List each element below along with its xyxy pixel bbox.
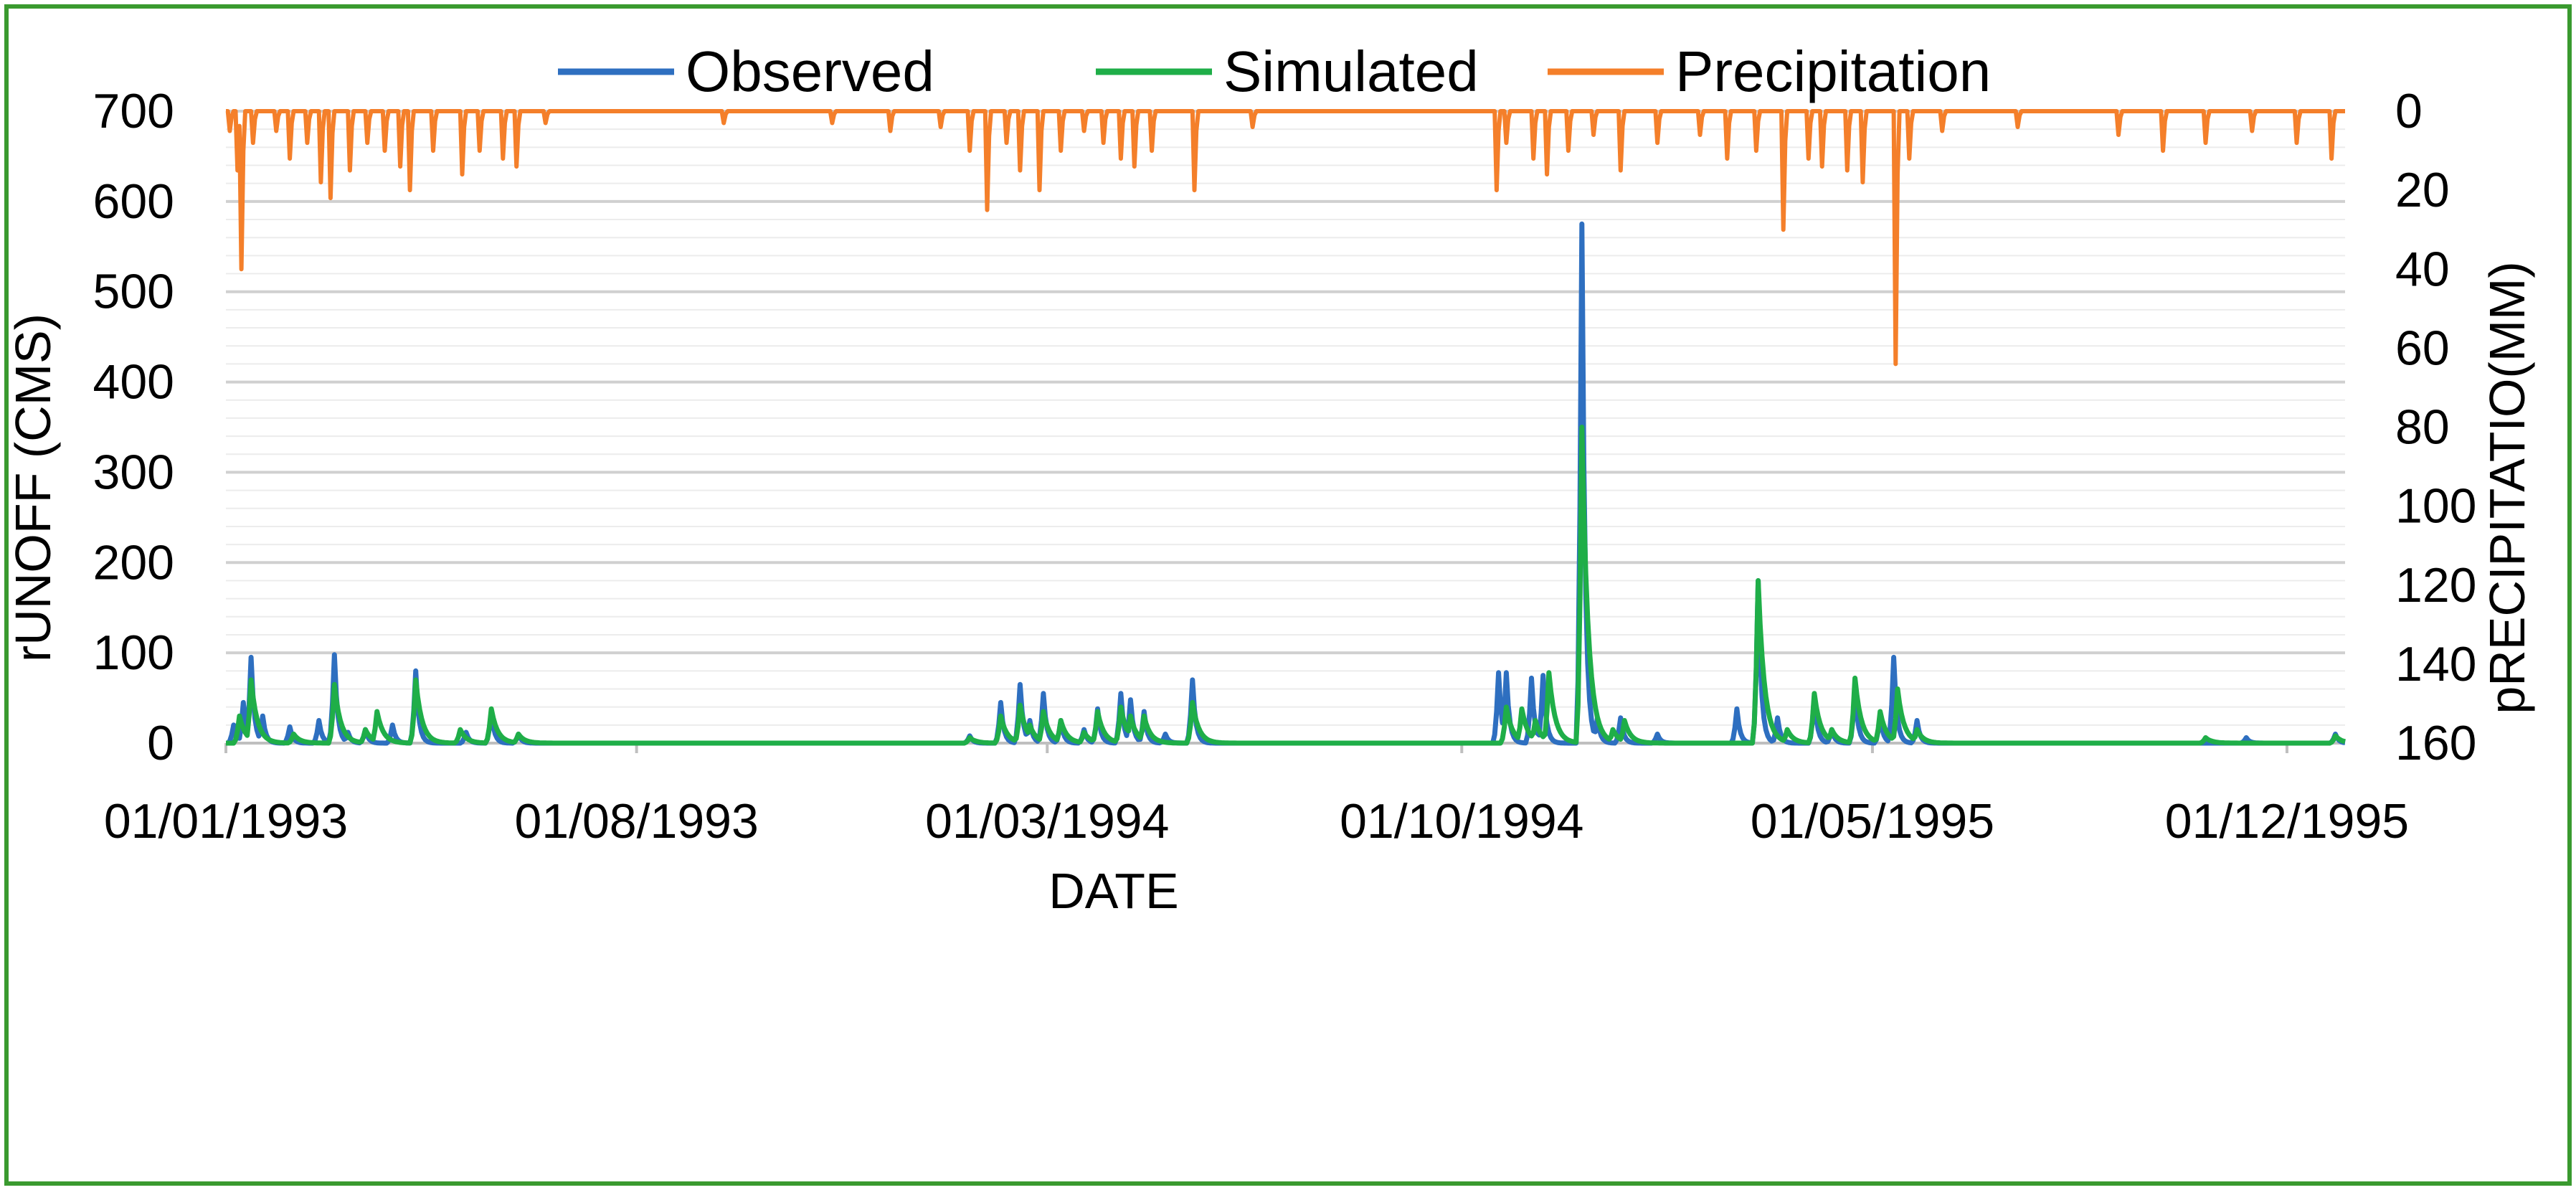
axes: 0 100 200 300 400 500 600 700 0 20 40 60 80 100 120 140… bbox=[93, 84, 2477, 849]
legend: Observed Simulated Precipitation bbox=[558, 39, 1991, 103]
y-tick-label: 100 bbox=[93, 625, 174, 680]
y2-tick-label: 40 bbox=[2395, 242, 2450, 296]
x-tick-label: 01/10/1994 bbox=[1340, 794, 1583, 849]
y2-tick-label: 0 bbox=[2395, 84, 2423, 138]
y-tick-label: 0 bbox=[147, 716, 174, 770]
x-tick-label: 01/08/1993 bbox=[514, 794, 758, 849]
y2-axis-title: pRECIPITATIO(MM) bbox=[2479, 261, 2535, 714]
series-lines bbox=[225, 109, 2346, 746]
y2-tick-label: 140 bbox=[2395, 637, 2476, 691]
precipitation-line bbox=[225, 109, 2346, 367]
y2-tick-label: 160 bbox=[2395, 716, 2476, 770]
x-tick-label: 01/03/1994 bbox=[925, 794, 1169, 849]
gridlines bbox=[226, 110, 2345, 745]
y-axis-title: rUNOFF (CMS) bbox=[5, 313, 61, 662]
x-axis-title: DATE bbox=[1048, 863, 1179, 919]
x-tick-label: 01/01/1993 bbox=[104, 794, 348, 849]
x-tick-label: 01/12/1995 bbox=[2165, 794, 2409, 849]
axis-titles: DATE rUNOFF (CMS) pRECIPITATIO(MM) bbox=[5, 261, 2535, 919]
legend-label-precipitation: Precipitation bbox=[1675, 39, 1991, 103]
y-tick-label: 700 bbox=[93, 84, 174, 138]
y2-tick-label: 80 bbox=[2395, 400, 2450, 455]
legend-label-simulated: Simulated bbox=[1223, 39, 1479, 103]
y2-tick-label: 60 bbox=[2395, 321, 2450, 375]
y-tick-label: 600 bbox=[93, 174, 174, 229]
x-tick-label: 01/05/1995 bbox=[1751, 794, 1994, 849]
y-tick-label: 400 bbox=[93, 355, 174, 410]
y-tick-label: 200 bbox=[93, 535, 174, 590]
observed-line bbox=[225, 221, 2346, 746]
y2-tick-label: 20 bbox=[2395, 163, 2450, 217]
simulated-line bbox=[225, 425, 2346, 746]
y-tick-label: 500 bbox=[93, 265, 174, 319]
y2-tick-label: 120 bbox=[2395, 558, 2476, 613]
y2-tick-label: 100 bbox=[2395, 479, 2476, 534]
y-tick-label: 300 bbox=[93, 445, 174, 499]
legend-label-observed: Observed bbox=[686, 39, 934, 103]
